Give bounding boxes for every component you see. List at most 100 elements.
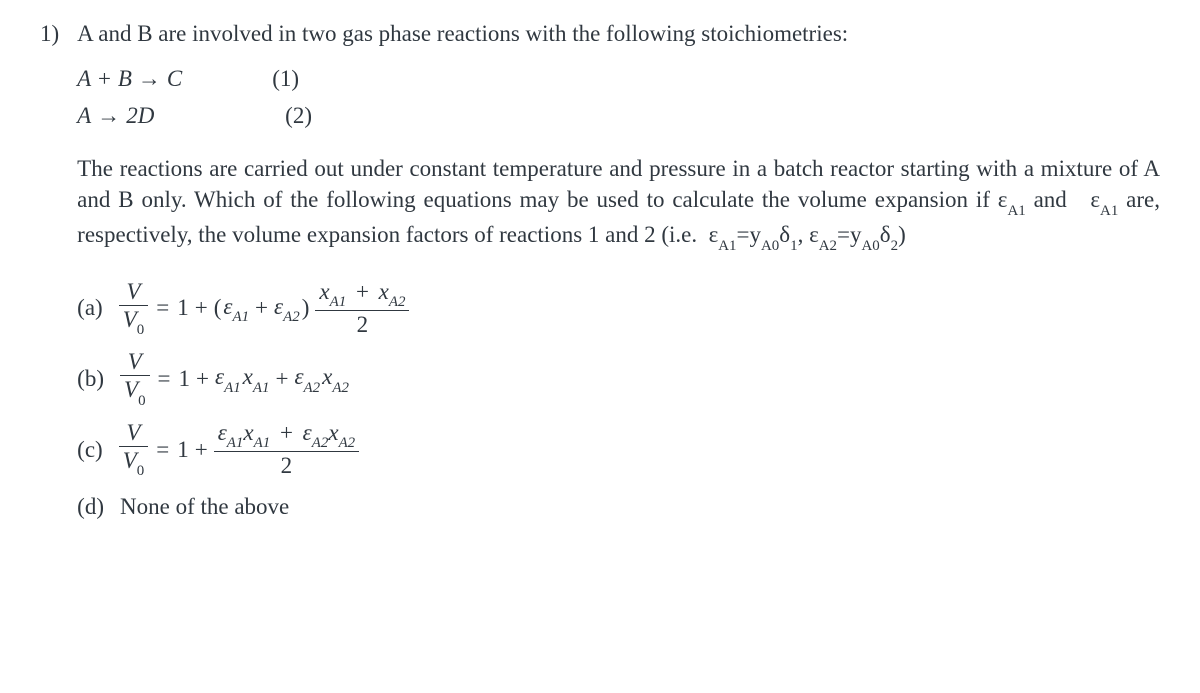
- options-block: (a) V V0 = 1 + ( εA1 + εA2: [77, 280, 1160, 523]
- option-d: (d) None of the above: [77, 491, 1160, 522]
- sub-a1: A1: [330, 294, 347, 310]
- v0v: V: [124, 377, 138, 402]
- sub-a1: A1: [227, 435, 244, 451]
- x-a1: xA1: [243, 361, 270, 396]
- reaction-1: A + B → C (1): [77, 63, 1160, 94]
- frac-num: V: [122, 421, 144, 444]
- para-t6: , ε: [798, 222, 819, 247]
- eq-sign: =: [152, 363, 177, 394]
- para-s7: A0: [862, 238, 880, 254]
- eps: ε: [294, 364, 303, 389]
- eps-a1: εA1: [223, 291, 249, 326]
- para-s3: A1: [718, 238, 736, 254]
- option-c-eq: V V0 = 1 + εA1xA1 + εA2xA2: [119, 421, 359, 478]
- intro-text: A and B are involved in two gas phase re…: [77, 18, 1160, 49]
- para-t8: δ: [880, 222, 891, 247]
- page: 1) A and B are involved in two gas phase…: [0, 0, 1200, 536]
- para-s8: 2: [891, 238, 898, 254]
- sub-a2: A2: [332, 380, 349, 396]
- r1-number: (1): [272, 63, 299, 94]
- frac-epsx: εA1xA1 + εA2xA2 2: [214, 421, 359, 478]
- r2-lhs: A: [77, 100, 91, 131]
- frac-xa: xA1 + xA2 2: [315, 280, 409, 337]
- option-d-text: None of the above: [120, 491, 289, 522]
- para-t9: ): [898, 222, 906, 247]
- arrow-icon: →: [93, 100, 124, 131]
- frac-bar: [119, 305, 149, 306]
- x: x: [243, 364, 253, 389]
- plus: +: [191, 292, 212, 323]
- option-d-label: (d): [77, 491, 104, 522]
- frac-bar: [120, 375, 150, 376]
- frac-bar: [315, 310, 409, 311]
- sub-a1: A1: [232, 309, 249, 325]
- frac-den: V0: [119, 449, 149, 478]
- r2-number: (2): [285, 100, 312, 131]
- plus: +: [191, 434, 212, 465]
- x-a2: xA2: [322, 361, 349, 396]
- plus: +: [251, 292, 272, 323]
- r1-rhs: C: [167, 63, 182, 94]
- para-s2: A1: [1100, 203, 1118, 219]
- frac-den: V0: [119, 308, 149, 337]
- para-t1: The reactions are carried out under cons…: [77, 156, 1160, 212]
- frac-v-v0: V V0: [119, 421, 149, 478]
- eps: ε: [215, 364, 224, 389]
- sub-a2: A2: [389, 294, 406, 310]
- question-body: A and B are involved in two gas phase re…: [77, 18, 1160, 536]
- eq-sign: =: [150, 434, 175, 465]
- sub-a1: A1: [224, 380, 241, 396]
- sub-a2: A2: [312, 435, 329, 451]
- v0s: 0: [137, 463, 144, 479]
- frac-num: V: [124, 350, 146, 373]
- x: x: [379, 279, 389, 304]
- para-s6: A2: [819, 238, 837, 254]
- sub-a1: A1: [254, 435, 271, 451]
- v0v: V: [123, 307, 137, 332]
- para-t7: =y: [837, 222, 861, 247]
- sub-a2: A2: [339, 435, 356, 451]
- plus: +: [352, 279, 373, 304]
- para-s5: 1: [790, 238, 797, 254]
- eps-a1: εA1: [215, 361, 241, 396]
- option-c: (c) V V0 = 1 + εA1xA1 +: [77, 421, 1160, 478]
- para-t2: and ε: [1026, 187, 1100, 212]
- question-row: 1) A and B are involved in two gas phase…: [40, 18, 1160, 536]
- sub-a1: A1: [253, 380, 270, 396]
- option-b: (b) V V0 = 1 + εA1 xA1 + εA2: [77, 350, 1160, 407]
- para-s1: A1: [1007, 203, 1025, 219]
- eps: ε: [218, 420, 227, 445]
- plus: +: [192, 363, 213, 394]
- r2-rhs: 2D: [126, 100, 154, 131]
- r1-lhs: A + B: [77, 63, 132, 94]
- reaction-2: A → 2D (2): [77, 100, 1160, 131]
- frac-bar: [119, 446, 149, 447]
- eq-sign: =: [150, 292, 175, 323]
- reaction-2-eq: A → 2D: [77, 100, 195, 131]
- explanation-paragraph: The reactions are carried out under cons…: [77, 153, 1160, 254]
- rparen: ): [302, 292, 310, 323]
- frac-den: V0: [120, 378, 150, 407]
- frac-num: εA1xA1 + εA2xA2: [214, 421, 359, 450]
- x: x: [243, 420, 253, 445]
- frac-den: 2: [353, 313, 373, 336]
- option-c-label: (c): [77, 434, 103, 465]
- one: 1: [179, 363, 191, 394]
- one: 1: [177, 434, 189, 465]
- frac-num: xA1 + xA2: [315, 280, 409, 309]
- plus: +: [271, 363, 292, 394]
- frac-bar: [214, 451, 359, 452]
- option-b-label: (b): [77, 363, 104, 394]
- x: x: [319, 279, 329, 304]
- question-number: 1): [40, 18, 59, 49]
- frac-v-v0: V V0: [120, 350, 150, 407]
- para-s4: A0: [761, 238, 779, 254]
- eps-a2: εA2: [294, 361, 320, 396]
- arrow-icon: →: [134, 63, 165, 94]
- option-a-eq: V V0 = 1 + ( εA1 + εA2 ): [119, 280, 410, 337]
- para-t4: =y: [737, 222, 761, 247]
- v0s: 0: [137, 322, 144, 338]
- eps: ε: [303, 420, 312, 445]
- option-a-label: (a): [77, 292, 103, 323]
- x: x: [322, 364, 332, 389]
